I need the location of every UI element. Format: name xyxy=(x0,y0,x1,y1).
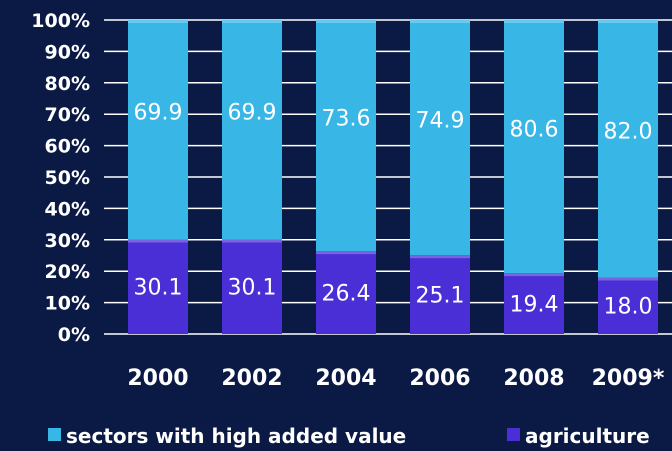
data-label-agriculture: 18.0 xyxy=(604,295,653,320)
data-label-agriculture: 30.1 xyxy=(134,276,183,301)
x-tick-label: 2004 xyxy=(315,366,376,391)
x-tick-label: 2006 xyxy=(409,366,470,391)
bar-segment-sectors-with-high-added-value xyxy=(222,20,282,240)
x-tick-label: 2000 xyxy=(127,366,188,391)
y-tick-label: 100% xyxy=(31,10,90,32)
x-tick-label: 2002 xyxy=(221,366,282,391)
bar-segment-highlight xyxy=(410,255,470,259)
bar-segment-agriculture xyxy=(504,273,564,334)
y-tick-label: 40% xyxy=(45,198,90,220)
bar-segment-highlight xyxy=(504,20,564,23)
y-tick-label: 80% xyxy=(45,73,90,95)
data-label-sectors-with-high-added-value: 73.6 xyxy=(322,107,371,132)
data-label-agriculture: 30.1 xyxy=(228,276,277,301)
data-labels: 30.1 69.9 30.1 69.9 26.4 73.6 25.1 74.9 19.4 80.6… xyxy=(134,101,653,320)
x-tick-label: 2009* xyxy=(592,366,665,391)
bar-segment-highlight xyxy=(504,273,564,277)
bar-segment-sectors-with-high-added-value xyxy=(504,20,564,274)
bar-segment-agriculture xyxy=(222,239,282,334)
y-tick-label: 0% xyxy=(58,324,90,346)
data-label-agriculture: 19.4 xyxy=(510,293,559,318)
bar-segment-sectors-with-high-added-value xyxy=(128,20,188,240)
legend: sectors with high added value agricultur… xyxy=(48,424,650,448)
y-axis-ticks: 0% 10% 20% 30% 40% 50% 60% 70% 80% 90% 100% xyxy=(31,10,90,346)
bar-segment-agriculture xyxy=(410,255,470,334)
data-label-agriculture: 25.1 xyxy=(416,284,465,309)
bar-segment-highlight xyxy=(598,20,658,23)
bar-segment-highlight xyxy=(410,20,470,23)
x-tick-label: 2008 xyxy=(503,366,564,391)
bar-segment-sectors-with-high-added-value xyxy=(598,20,658,278)
data-label-sectors-with-high-added-value: 69.9 xyxy=(134,101,183,126)
bar-segment-highlight xyxy=(316,20,376,23)
bar-segment-agriculture xyxy=(598,277,658,334)
bar-segment-highlight xyxy=(222,20,282,23)
legend-swatch-sectors xyxy=(48,428,61,441)
legend-label-sectors: sectors with high added value xyxy=(66,424,406,448)
bar-segment-agriculture xyxy=(128,239,188,334)
y-tick-label: 90% xyxy=(45,41,90,63)
bars xyxy=(128,20,658,334)
data-label-agriculture: 26.4 xyxy=(322,282,371,307)
y-tick-label: 20% xyxy=(45,261,90,283)
bar-segment-agriculture xyxy=(316,251,376,334)
data-label-sectors-with-high-added-value: 80.6 xyxy=(510,118,559,143)
y-tick-label: 60% xyxy=(45,136,90,158)
gridlines xyxy=(104,19,672,335)
bar-segment-highlight xyxy=(598,277,658,281)
y-tick-label: 10% xyxy=(45,293,90,315)
bar-segment-sectors-with-high-added-value xyxy=(316,20,376,252)
bar-segment-highlight xyxy=(222,239,282,243)
bar-segment-sectors-with-high-added-value xyxy=(410,20,470,256)
bar-segment-highlight xyxy=(128,239,188,243)
bar-segment-highlight xyxy=(128,20,188,23)
y-tick-label: 30% xyxy=(45,230,90,252)
data-label-sectors-with-high-added-value: 74.9 xyxy=(416,109,465,134)
legend-label-agriculture: agriculture xyxy=(525,424,650,448)
bar-segment-highlight xyxy=(316,251,376,255)
data-label-sectors-with-high-added-value: 82.0 xyxy=(604,120,653,145)
y-tick-label: 70% xyxy=(45,104,90,126)
data-label-sectors-with-high-added-value: 69.9 xyxy=(228,101,277,126)
y-tick-label: 50% xyxy=(45,167,90,189)
x-axis-ticks: 2000 2002 2004 2006 2008 2009* xyxy=(127,366,664,391)
legend-swatch-agriculture xyxy=(507,428,520,441)
